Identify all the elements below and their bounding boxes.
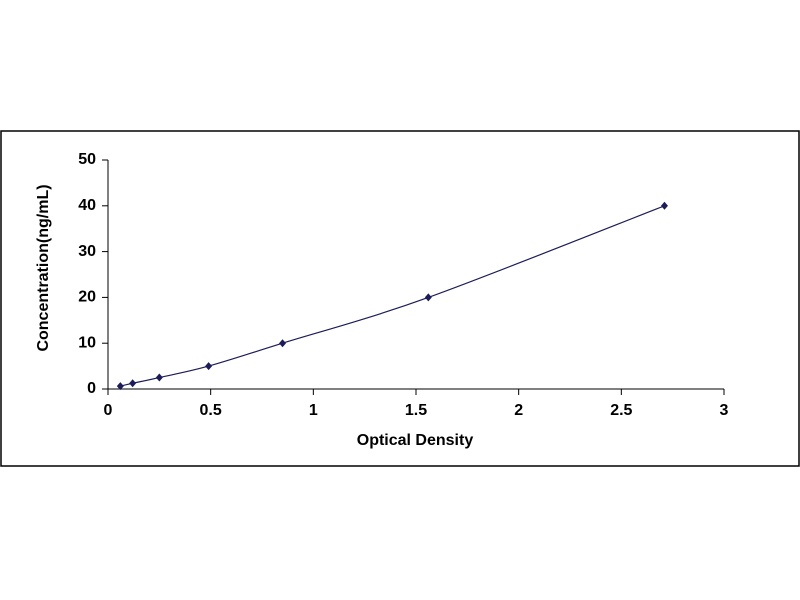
y-axis-title: Concentration(ng/mL) <box>35 184 52 351</box>
data-point <box>155 373 163 382</box>
y-tick-label: 0 <box>87 380 96 397</box>
x-tick-label: 1 <box>309 402 318 419</box>
y-tick-label: 20 <box>78 289 96 306</box>
x-tick-label: 2.5 <box>610 402 632 419</box>
y-tick-label: 10 <box>78 334 96 351</box>
chart-frame <box>0 130 800 467</box>
data-point <box>279 339 287 348</box>
x-tick-label: 0 <box>104 402 113 419</box>
data-point <box>116 382 124 391</box>
x-tick-label: 1.5 <box>405 402 427 419</box>
x-tick-label: 2 <box>514 402 523 419</box>
y-tick-label: 50 <box>78 151 96 168</box>
fit-curve <box>120 205 665 387</box>
data-point <box>129 379 137 388</box>
y-tick-label: 30 <box>78 243 96 260</box>
data-point <box>660 201 668 210</box>
x-axis-title: Optical Density <box>357 432 474 449</box>
x-tick-label: 3 <box>720 402 729 419</box>
x-tick-label: 0.5 <box>200 402 222 419</box>
y-tick-label: 40 <box>78 197 96 214</box>
data-point <box>205 362 213 371</box>
data-point <box>424 293 432 302</box>
